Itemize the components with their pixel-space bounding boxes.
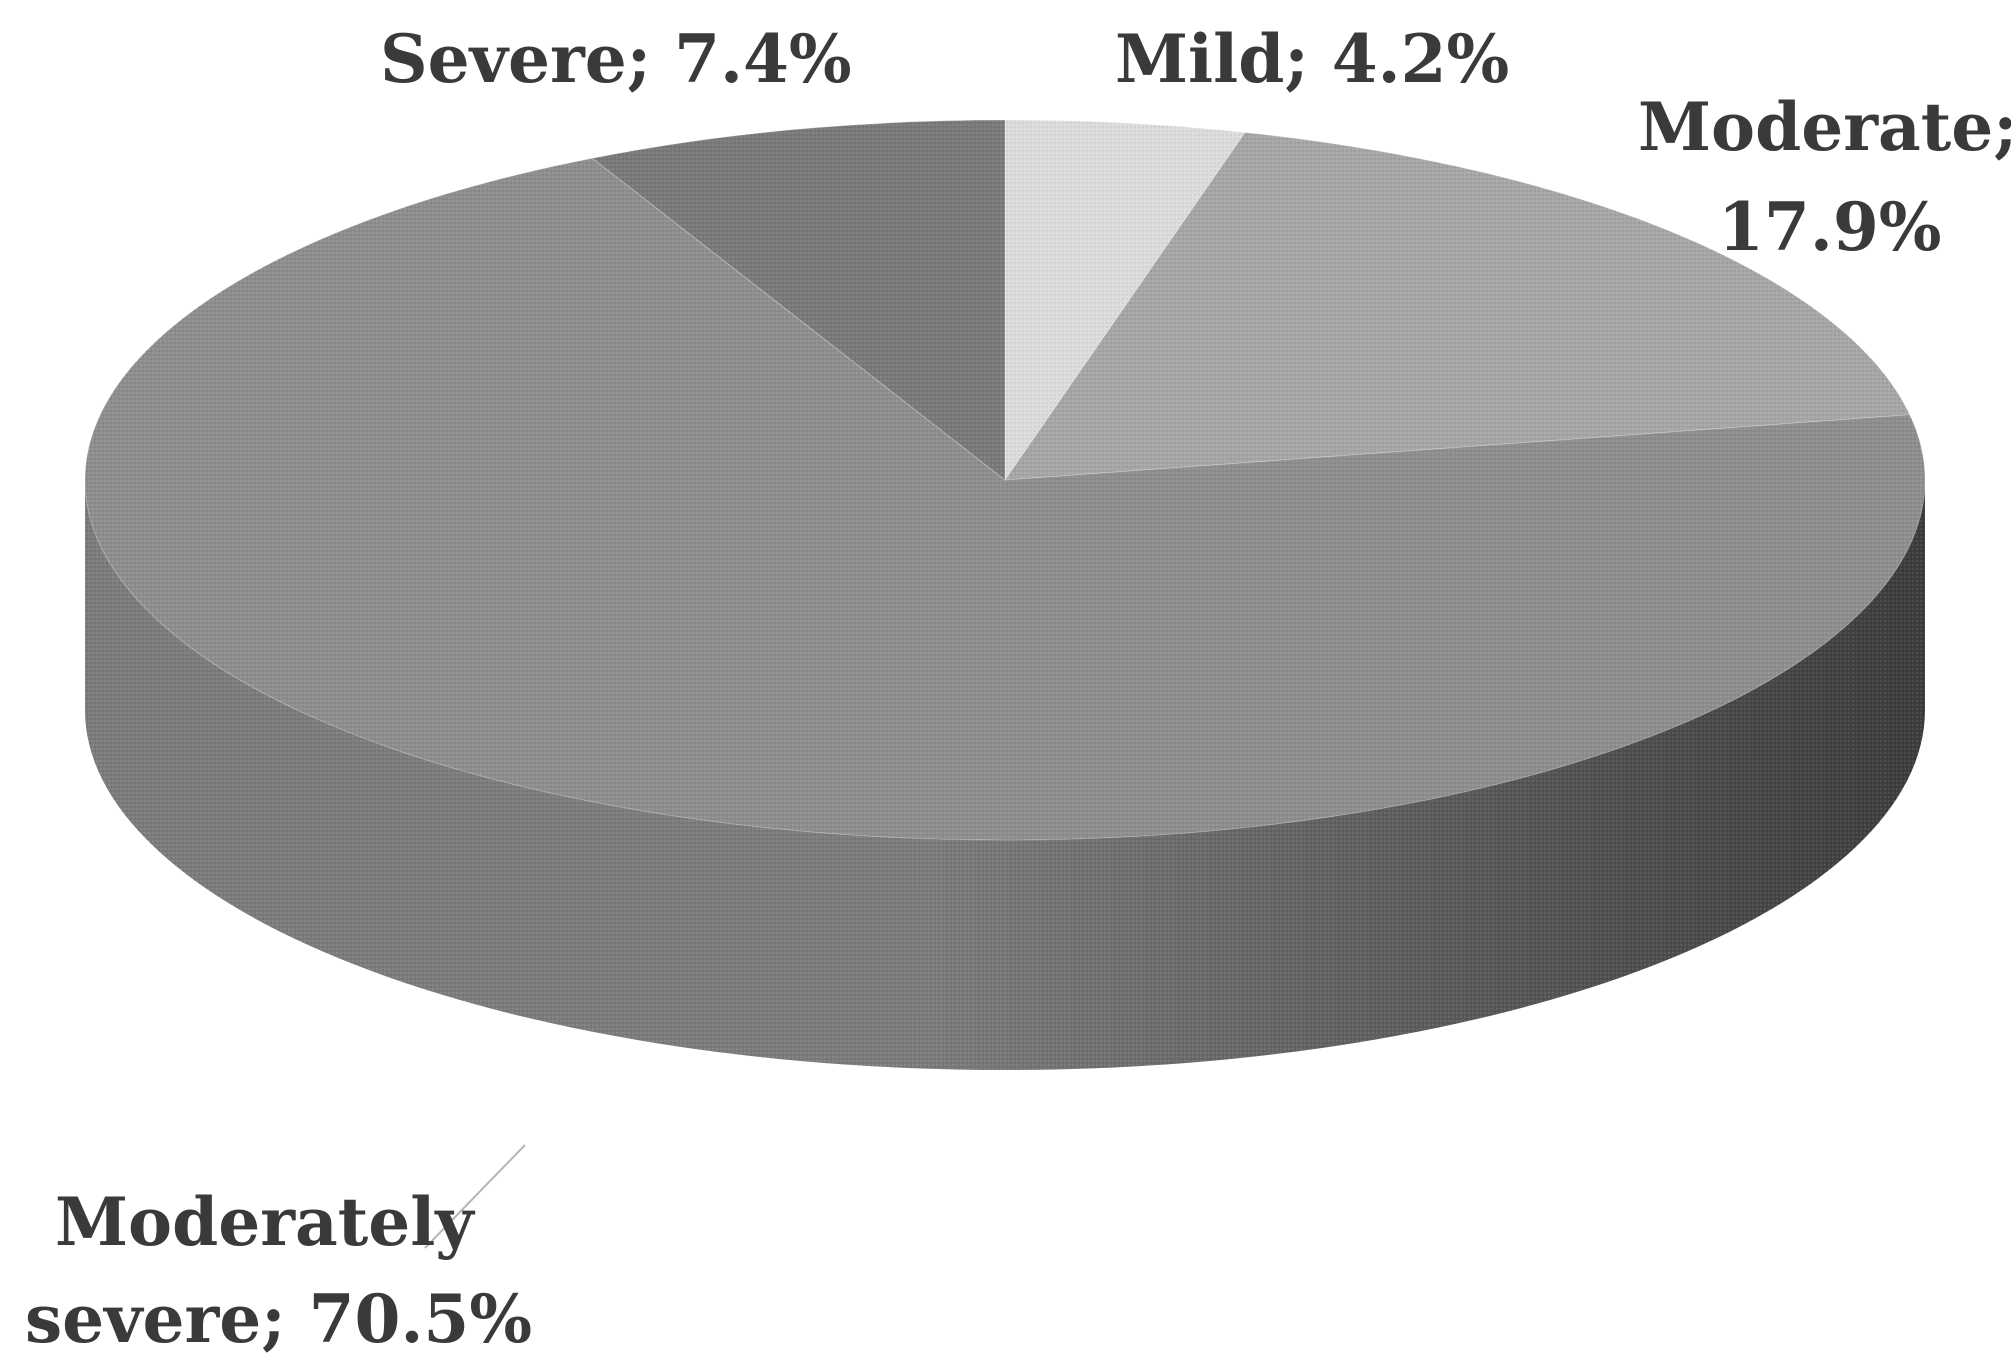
data-label-moderately-severe: Moderately [55, 1183, 475, 1261]
data-label-moderately-severe-line2: severe; 70.5% [25, 1280, 532, 1358]
pie-side-texture [85, 480, 1925, 1070]
pie-side [85, 480, 1925, 1070]
slice-labels: Mild; 4.2% Moderate; 17.9% Moderately severe… [25, 20, 2011, 1358]
data-label-severe: Severe; 7.4% [380, 20, 852, 98]
pie-slices [84, 119, 1926, 841]
pie-slice-texture-moderate [1005, 132, 1910, 480]
data-label-moderate-line2: 17.9% [1718, 188, 1941, 266]
pie-slice-texture-mild [1005, 120, 1245, 480]
pie-slice-texture-severe [592, 120, 1005, 480]
pie-slice-texture-moderately-severe [84, 158, 1925, 840]
leader-lines [424, 1144, 526, 1249]
leader-line-moderately-severe [424, 1144, 526, 1249]
data-label-mild: Mild; 4.2% [1115, 20, 1509, 98]
data-label-moderate: Moderate; [1638, 88, 2011, 166]
